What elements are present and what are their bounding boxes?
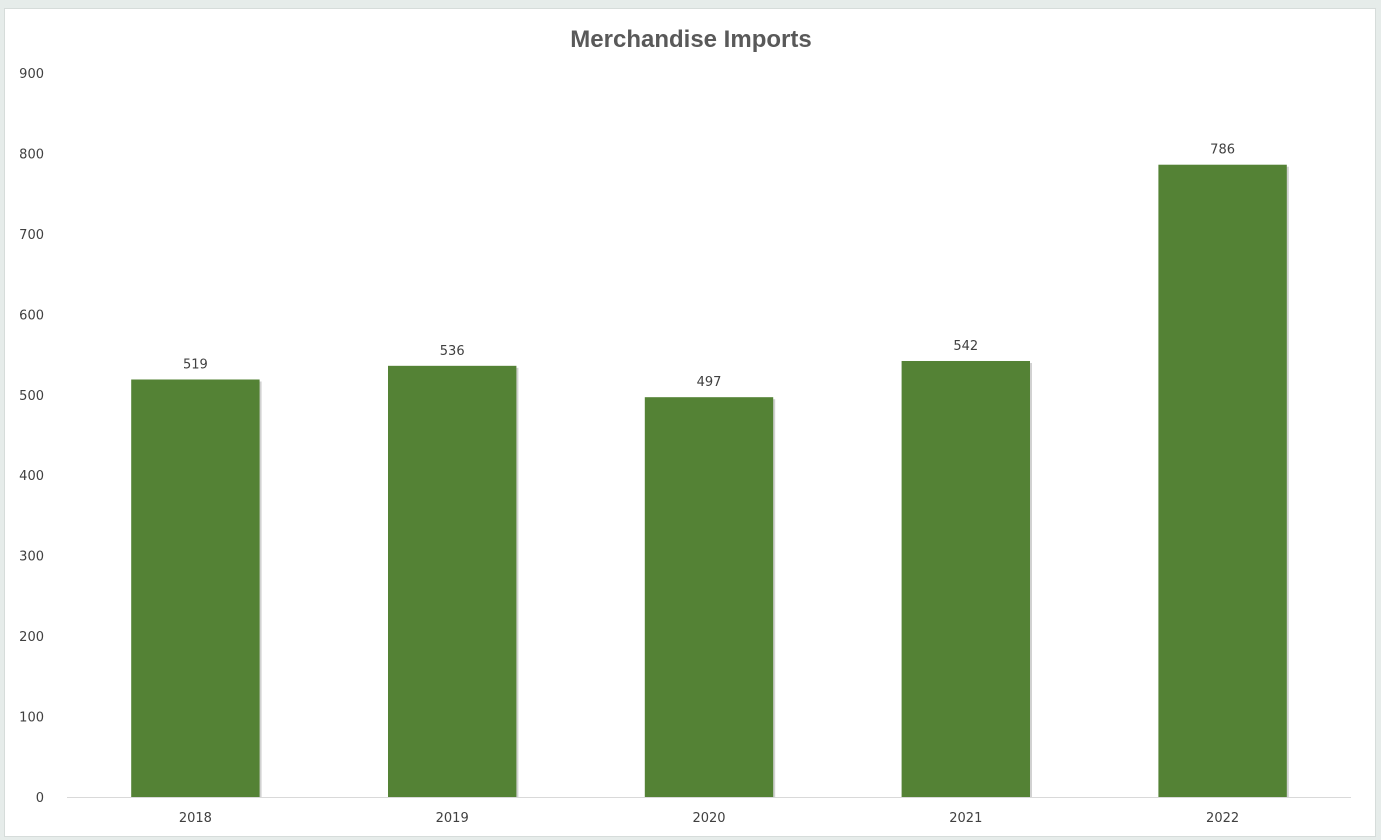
data-labels: 519 536 497 542 786: [183, 143, 1235, 390]
data-label: 786: [1210, 143, 1235, 158]
data-label: 497: [697, 375, 722, 390]
bar-series: [131, 164, 1289, 797]
x-tick-label: 2022: [1206, 811, 1239, 826]
x-tick-label: 2021: [949, 811, 982, 826]
y-tick-label: 200: [19, 630, 44, 645]
chart-title: Merchandise Imports: [570, 26, 811, 53]
y-tick-label: 100: [19, 711, 44, 726]
bar-2021: [901, 360, 1030, 797]
y-tick-label: 900: [19, 67, 44, 82]
y-tick-label: 600: [19, 308, 44, 323]
x-axis-tick-labels: 2018 2019 2020 2021 2022: [179, 811, 1239, 826]
data-label: 536: [440, 344, 465, 359]
x-tick-label: 2018: [179, 811, 212, 826]
x-tick-label: 2019: [436, 811, 469, 826]
y-tick-label: 700: [19, 228, 44, 243]
bar-2019: [388, 365, 517, 797]
bar-2020: [644, 397, 774, 797]
data-label: 542: [953, 339, 978, 354]
y-tick-label: 800: [19, 147, 44, 162]
y-tick-label: 500: [19, 389, 44, 404]
data-label: 519: [183, 357, 208, 372]
y-axis-tick-labels: 0 100 200 300 400 500 600 700 800 900: [19, 67, 44, 806]
x-tick-label: 2020: [692, 811, 725, 826]
bar-2018: [131, 379, 260, 797]
bar-2022: [1158, 164, 1287, 797]
y-tick-label: 300: [19, 550, 44, 565]
y-tick-label: 400: [19, 469, 44, 484]
y-tick-label: 0: [36, 791, 44, 806]
